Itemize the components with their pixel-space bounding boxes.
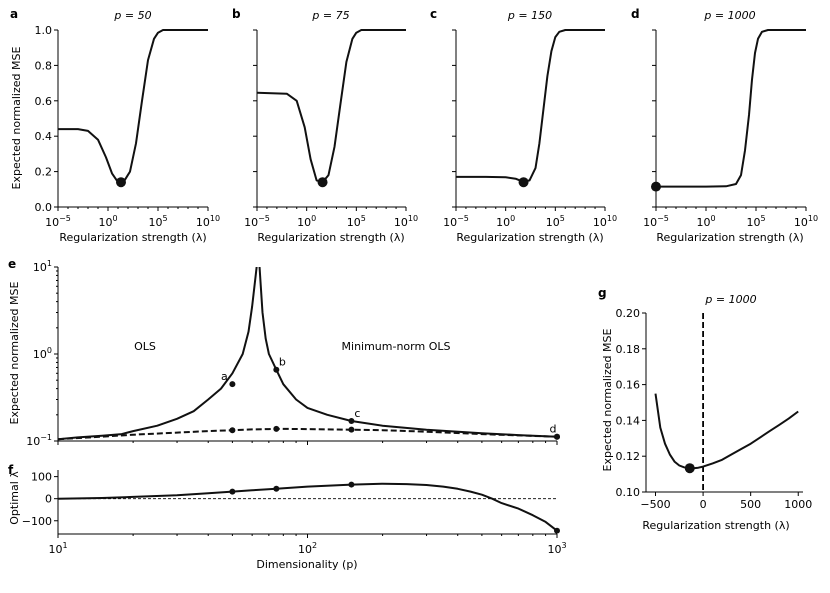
ylabel-f: Optimal λ (8, 471, 21, 525)
marker-c-e (348, 417, 355, 424)
ridge-marker-e (273, 425, 280, 432)
xlabel-b: Regularization strength (λ) (257, 231, 404, 244)
x-tick-label-f: 102 (298, 541, 317, 556)
x-tick-label-a: 1010 (196, 214, 220, 229)
mse-curve-a (58, 29, 208, 184)
region-label-min-norm-ols: Minimum-norm OLS (342, 340, 451, 353)
x-tick-label-d: 10−5 (643, 214, 669, 229)
y-tick-label-g: 0.10 (616, 486, 641, 499)
xlabel-g: Regularization strength (λ) (642, 519, 789, 532)
panel-label-f: f (8, 463, 14, 477)
y-tick-label-f: 100 (31, 471, 52, 484)
y-tick-label-g: 0.20 (616, 307, 641, 320)
panel-label-d: d (631, 7, 640, 21)
x-tick-label-b: 1010 (394, 214, 418, 229)
ridge-marker-e (229, 427, 236, 434)
xlabel-d: Regularization strength (λ) (656, 231, 803, 244)
optimal-ridge-curve-e (58, 427, 558, 441)
marker-label-b-e: b (279, 356, 286, 369)
y-tick-label-a: 0.4 (35, 130, 53, 143)
marker-label-d-e: d (550, 423, 557, 436)
optimum-marker-a (116, 177, 126, 188)
marker-b-e (273, 366, 280, 373)
mse-curve-b (256, 29, 406, 184)
ridge-marker-e (348, 426, 355, 433)
xlabel-a: Regularization strength (λ) (59, 231, 206, 244)
x-tick-label-g: −500 (640, 498, 670, 511)
y-tick-label-e: 101 (33, 259, 52, 274)
mse-curve-c (456, 29, 605, 183)
x-tick-label-b: 10−5 (244, 214, 270, 229)
panel-label-c: c (430, 7, 437, 21)
y-tick-label-g: 0.16 (616, 379, 641, 392)
optimum-marker-b (317, 177, 328, 188)
x-tick-label-g: 1000 (784, 498, 812, 511)
title-a: p = 50 (113, 9, 151, 22)
x-tick-label-g: 0 (700, 498, 707, 511)
x-tick-label-c: 10−5 (443, 214, 469, 229)
xlabel-c: Regularization strength (λ) (456, 231, 603, 244)
ylabel-a: Expected normalized MSE (10, 47, 23, 190)
y-tick-label-a: 0.8 (35, 59, 53, 72)
y-tick-label-f: 0 (45, 493, 52, 506)
marker-a-e (229, 381, 236, 388)
marker-label-a-e: a (221, 370, 228, 383)
panel-label-e: e (8, 257, 16, 271)
title-g: p = 1000 (704, 293, 756, 306)
title-d: p = 1000 (703, 9, 755, 22)
x-tick-label-a: 10−5 (45, 214, 71, 229)
y-tick-label-a: 1.0 (35, 24, 53, 37)
panel-label-a: a (10, 7, 18, 21)
y-tick-label-e: 10−1 (26, 433, 52, 448)
ylabel-g: Expected normalized MSE (601, 329, 614, 472)
x-tick-label-c: 105 (546, 214, 565, 229)
optimum-marker-d (651, 181, 661, 192)
optimal-lambda-curve-f (57, 482, 558, 532)
x-tick-label-c: 100 (496, 214, 515, 229)
marker-f (229, 488, 236, 495)
mse-curve-g (654, 393, 799, 470)
y-tick-label-a: 0.0 (35, 201, 53, 214)
title-b: p = 75 (311, 9, 349, 22)
marker-f (348, 481, 355, 488)
x-tick-label-d: 1010 (794, 214, 818, 229)
plot-layer: 0.00.20.40.60.81.010−5 100 105 1010 10−5 100 1… (22, 24, 818, 556)
y-tick-label-f: −100 (22, 515, 52, 528)
ols-curve-e (58, 267, 558, 441)
xlabel-f: Dimensionality (p) (256, 558, 357, 571)
marker-label-c-e: c (354, 407, 360, 420)
x-tick-label-a: 105 (148, 214, 167, 229)
region-label-ols: OLS (134, 340, 156, 353)
title-c: p = 150 (507, 9, 552, 22)
x-tick-label-a: 100 (98, 214, 117, 229)
x-tick-label-d: 105 (746, 214, 765, 229)
x-tick-label-f: 103 (547, 541, 566, 556)
mse-curve-d (656, 29, 806, 188)
panel-label-b: b (232, 7, 241, 21)
y-tick-label-g: 0.12 (616, 450, 641, 463)
ridge-marker-e (554, 433, 560, 440)
optimum-marker-c (518, 177, 529, 188)
ylabel-e: Expected normalized MSE (8, 282, 21, 425)
y-tick-label-g: 0.14 (616, 414, 641, 427)
y-tick-label-e: 100 (33, 346, 52, 361)
x-tick-label-f: 101 (48, 541, 67, 556)
marker-f (554, 527, 560, 534)
x-tick-label-g: 500 (740, 498, 761, 511)
x-tick-label-b: 100 (297, 214, 316, 229)
x-tick-label-c: 1010 (593, 214, 617, 229)
y-tick-label-a: 0.2 (35, 166, 53, 179)
y-tick-label-g: 0.18 (616, 343, 641, 356)
x-tick-label-b: 105 (347, 214, 366, 229)
optimum-marker-g (684, 463, 695, 474)
panel-label-g: g (598, 286, 607, 300)
y-tick-label-a: 0.6 (35, 95, 53, 108)
x-tick-label-d: 100 (696, 214, 715, 229)
marker-f (273, 485, 280, 492)
